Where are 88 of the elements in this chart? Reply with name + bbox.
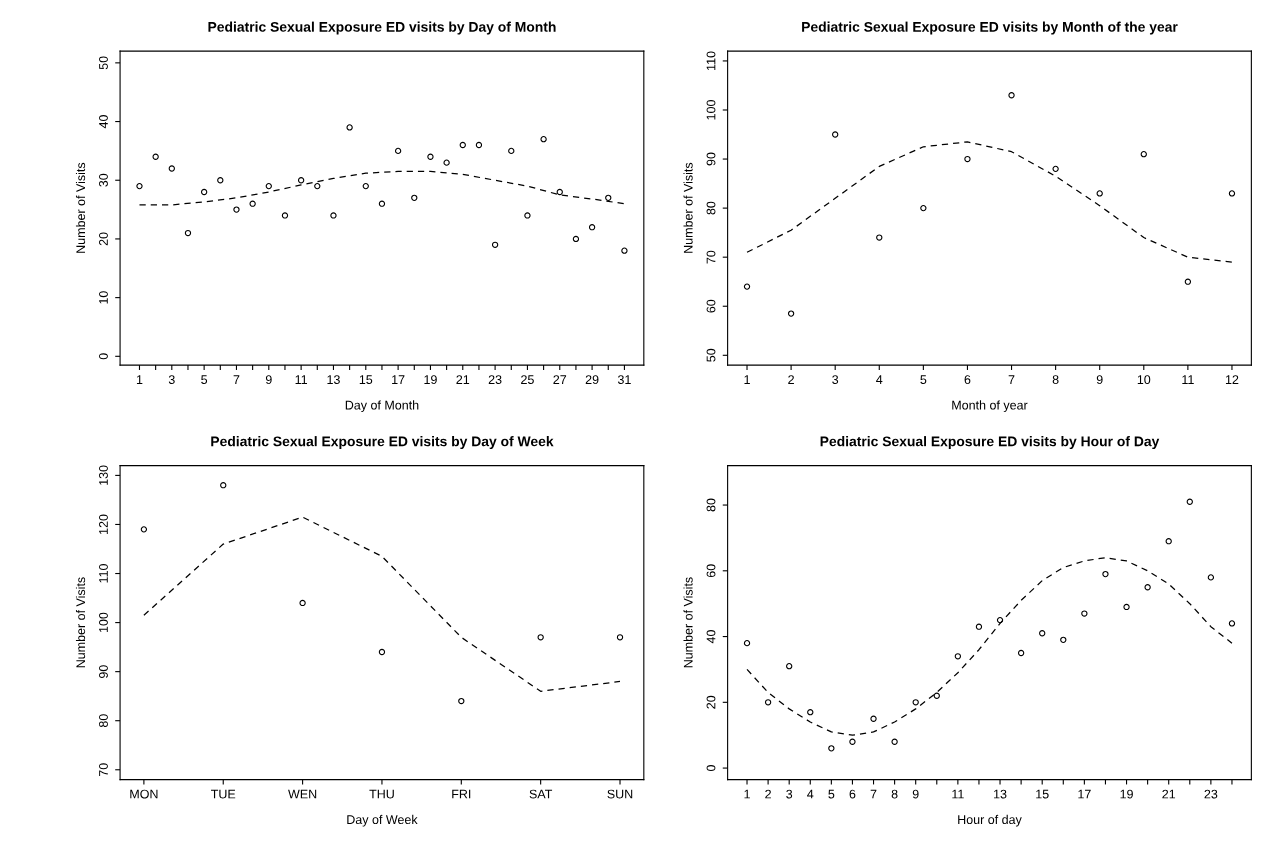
chart-title: Pediatric Sexual Exposure ED visits by Hour of Day: [820, 436, 1160, 450]
x-tick-label: 9: [1096, 375, 1103, 385]
x-tick-label: SAT: [529, 789, 553, 799]
x-tick-label: 13: [994, 789, 1007, 799]
x-tick-label: 15: [1036, 789, 1049, 799]
y-tick-label: 130: [99, 465, 108, 485]
x-tick-label: FRI: [452, 789, 471, 799]
x-tick-label: 17: [1078, 789, 1091, 799]
y-tick-label: 80: [706, 201, 716, 215]
x-tick-label: 10: [1137, 375, 1151, 385]
x-tick-label: WEN: [288, 789, 317, 799]
y-tick-label: 120: [99, 514, 108, 534]
y-tick-label: 30: [99, 173, 108, 187]
x-tick-label: 3: [168, 375, 175, 385]
x-tick-label: 6: [964, 375, 971, 385]
x-axis-title: Hour of day: [958, 814, 1022, 827]
x-tick-label: 8: [1052, 375, 1059, 385]
x-tick-label: 21: [1162, 789, 1176, 799]
x-tick-label: 2: [765, 789, 771, 799]
x-tick-label: MON: [130, 789, 158, 799]
x-tick-label: 23: [488, 375, 502, 385]
y-tick-label: 100: [99, 612, 108, 633]
y-axis-title: Number of Visits: [683, 577, 693, 668]
x-tick-label: 19: [1120, 789, 1133, 799]
x-tick-label: 3: [832, 375, 839, 385]
x-tick-label: 19: [424, 375, 437, 385]
y-tick-label: 110: [99, 564, 108, 583]
x-axis-title: Month of year: [952, 400, 1028, 413]
y-tick-label: 10: [99, 291, 108, 304]
y-tick-label: 50: [706, 348, 716, 362]
x-tick-label: TUE: [211, 789, 236, 799]
y-tick-label: 90: [99, 665, 108, 679]
x-tick-label: 3: [786, 789, 793, 799]
x-tick-label: 25: [521, 375, 534, 385]
y-tick-label: 0: [99, 353, 108, 360]
y-tick-label: 40: [99, 115, 108, 129]
x-tick-label: 1: [744, 789, 750, 799]
x-tick-label: 6: [849, 789, 856, 799]
y-tick-label: 80: [706, 498, 716, 512]
chart-title: Pediatric Sexual Exposure ED visits by Month of the year: [802, 21, 1178, 35]
x-tick-label: 11: [295, 375, 308, 384]
x-tick-label: 7: [233, 375, 240, 384]
x-tick-label: 27: [553, 375, 567, 384]
y-tick-label: 110: [706, 51, 716, 70]
x-tick-label: 9: [265, 375, 272, 385]
x-tick-label: 4: [807, 789, 814, 799]
y-tick-label: 80: [99, 714, 108, 728]
x-tick-label: 12: [1225, 375, 1239, 384]
x-axis-title: Day of Month: [345, 400, 419, 413]
x-tick-label: SUN: [607, 789, 633, 799]
x-tick-label: 1: [136, 375, 143, 384]
x-axis-title: Day of Week: [347, 814, 418, 827]
y-axis-title: Number of Visits: [683, 162, 693, 253]
chart-title: Pediatric Sexual Exposure ED visits by Day of Week: [211, 436, 554, 450]
x-tick-label: 15: [359, 375, 373, 385]
y-tick-label: 70: [706, 250, 716, 264]
x-tick-label: 9: [912, 789, 919, 799]
x-tick-label: 5: [828, 789, 835, 799]
y-tick-label: 60: [706, 564, 716, 578]
y-axis-title: Number of Visits: [75, 162, 86, 253]
y-tick-label: 60: [706, 299, 716, 313]
x-tick-label: 11: [952, 789, 964, 799]
y-tick-label: 90: [706, 152, 716, 166]
y-tick-label: 20: [706, 695, 716, 709]
y-axis-title: Number of Visits: [75, 577, 86, 668]
x-tick-label: 31: [617, 375, 631, 385]
y-tick-label: 100: [706, 100, 716, 120]
y-tick-label: 50: [99, 56, 108, 70]
x-tick-label: THU: [369, 789, 394, 799]
x-tick-label: 29: [585, 375, 599, 385]
x-tick-label: 11: [1182, 375, 1194, 384]
y-tick-label: 40: [706, 630, 716, 644]
x-tick-label: 21: [456, 375, 470, 384]
y-tick-label: 70: [99, 763, 108, 777]
chart-title: Pediatric Sexual Exposure ED visits by Day of Month: [208, 21, 556, 35]
x-tick-label: 5: [201, 375, 208, 385]
x-tick-label: 13: [327, 375, 340, 385]
y-tick-label: 20: [99, 232, 108, 246]
x-tick-label: 4: [876, 375, 883, 384]
x-tick-label: 5: [920, 375, 927, 385]
y-tick-label: 0: [706, 765, 716, 772]
x-tick-label: 23: [1204, 789, 1218, 799]
x-tick-label: 1: [744, 375, 750, 384]
x-tick-label: 8: [891, 789, 898, 799]
x-tick-label: 2: [788, 375, 794, 384]
x-tick-label: 7: [870, 789, 877, 799]
x-tick-label: 17: [392, 375, 405, 384]
x-tick-label: 7: [1008, 375, 1015, 384]
